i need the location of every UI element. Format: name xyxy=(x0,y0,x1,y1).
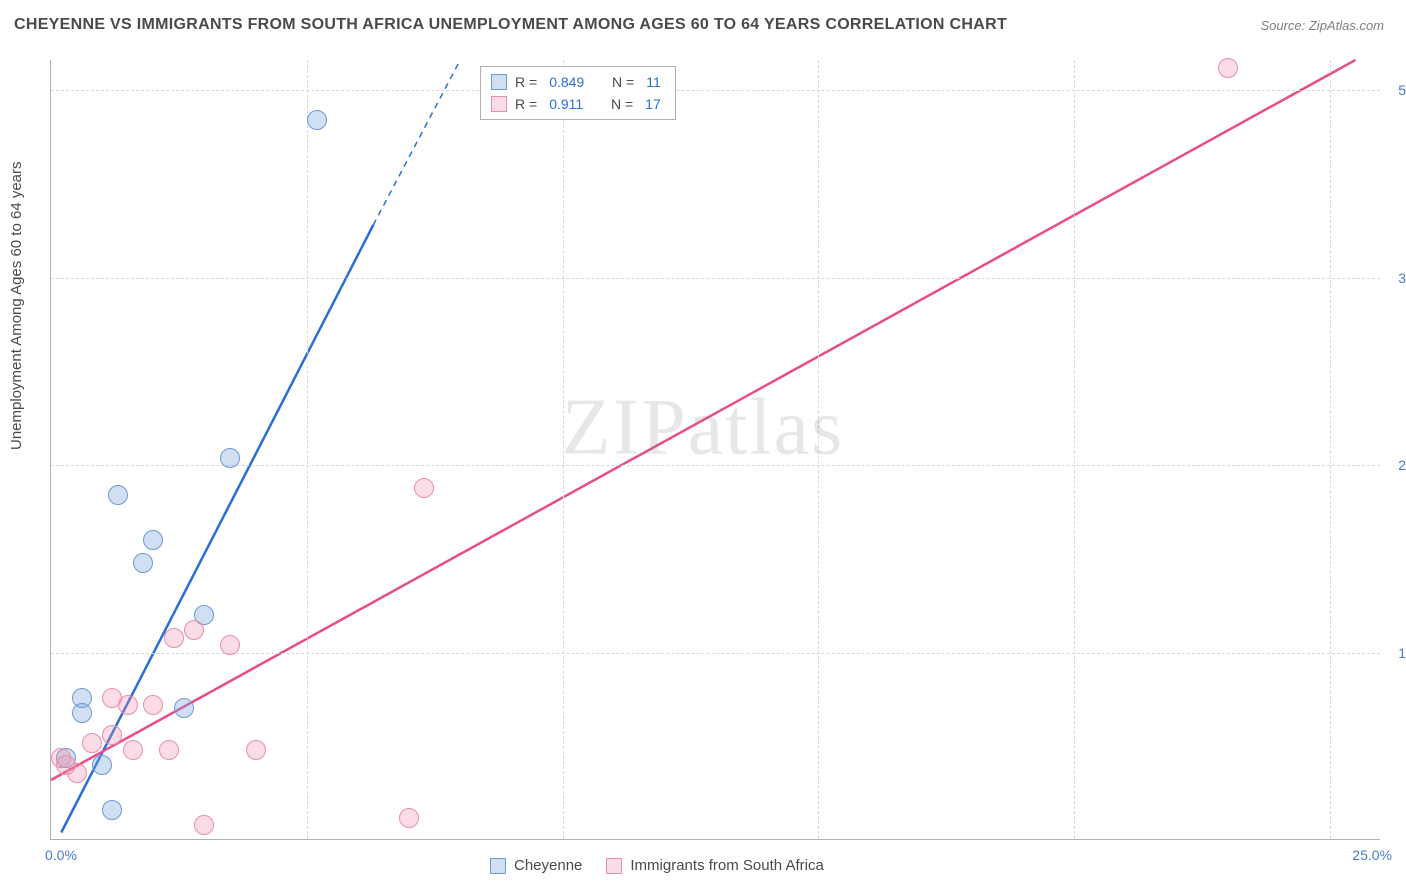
data-point xyxy=(174,698,194,718)
data-point xyxy=(102,725,122,745)
y-axis-label: Unemployment Among Ages 60 to 64 years xyxy=(8,161,25,450)
x-tick-label: 25.0% xyxy=(1352,847,1392,863)
chart-title: CHEYENNE VS IMMIGRANTS FROM SOUTH AFRICA… xyxy=(14,16,1007,34)
trend-lines-layer xyxy=(51,60,1380,839)
data-point xyxy=(108,485,128,505)
r-label: R = xyxy=(515,93,537,115)
gridline-horizontal xyxy=(51,90,1380,91)
correlation-legend: R = 0.849 N = 11 R = 0.911 N = 17 xyxy=(480,66,676,120)
legend-series-label: Cheyenne xyxy=(514,857,582,874)
legend-series-item: Cheyenne xyxy=(490,857,582,874)
y-tick-label: 37.5% xyxy=(1398,270,1406,286)
r-value: 0.849 xyxy=(549,71,584,93)
gridline-horizontal xyxy=(51,465,1380,466)
gridline-vertical xyxy=(818,60,819,839)
data-point xyxy=(72,703,92,723)
data-point xyxy=(1218,58,1238,78)
source-attribution: Source: ZipAtlas.com xyxy=(1260,18,1384,33)
legend-swatch xyxy=(490,858,506,874)
n-value: 11 xyxy=(646,71,661,93)
data-point xyxy=(82,733,102,753)
data-point xyxy=(220,448,240,468)
trend-line-extension xyxy=(373,60,460,225)
data-point xyxy=(220,635,240,655)
y-tick-label: 25.0% xyxy=(1398,457,1406,473)
data-point xyxy=(123,740,143,760)
data-point xyxy=(143,530,163,550)
x-tick-label: 0.0% xyxy=(45,847,77,863)
gridline-vertical xyxy=(307,60,308,839)
gridline-vertical xyxy=(563,60,564,839)
data-point xyxy=(307,110,327,130)
r-label: R = xyxy=(515,71,537,93)
y-tick-label: 50.0% xyxy=(1398,82,1406,98)
data-point xyxy=(194,815,214,835)
legend-series-item: Immigrants from South Africa xyxy=(606,857,823,874)
gridline-horizontal xyxy=(51,653,1380,654)
legend-correlation-row: R = 0.849 N = 11 xyxy=(491,71,665,93)
trend-line xyxy=(51,60,1355,780)
gridline-horizontal xyxy=(51,278,1380,279)
n-label: N = xyxy=(611,93,633,115)
n-label: N = xyxy=(612,71,634,93)
gridline-vertical xyxy=(1074,60,1075,839)
data-point xyxy=(164,628,184,648)
legend-swatch xyxy=(491,74,507,90)
data-point xyxy=(414,478,434,498)
data-point xyxy=(133,553,153,573)
gridline-vertical xyxy=(1330,60,1331,839)
data-point xyxy=(399,808,419,828)
chart-plot-area: 12.5%25.0%37.5%50.0%0.0%25.0% xyxy=(50,60,1380,840)
data-point xyxy=(67,763,87,783)
legend-series-label: Immigrants from South Africa xyxy=(630,857,823,874)
data-point xyxy=(102,800,122,820)
series-legend: Cheyenne Immigrants from South Africa xyxy=(490,857,824,874)
data-point xyxy=(184,620,204,640)
data-point xyxy=(92,755,112,775)
n-value: 17 xyxy=(645,93,661,115)
data-point xyxy=(246,740,266,760)
legend-swatch xyxy=(606,858,622,874)
legend-swatch xyxy=(491,96,507,112)
data-point xyxy=(143,695,163,715)
legend-correlation-row: R = 0.911 N = 17 xyxy=(491,93,665,115)
data-point xyxy=(118,695,138,715)
r-value: 0.911 xyxy=(549,93,583,115)
data-point xyxy=(159,740,179,760)
y-tick-label: 12.5% xyxy=(1398,645,1406,661)
